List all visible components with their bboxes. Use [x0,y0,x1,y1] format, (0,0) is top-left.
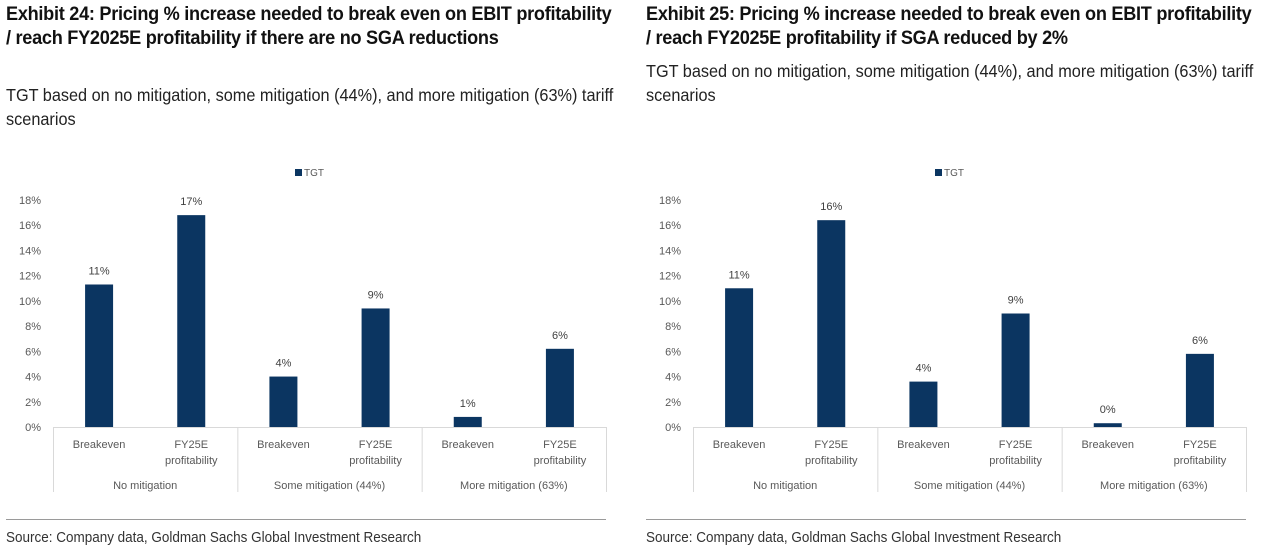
y-tick-label: 18% [19,195,41,207]
bar-2 [909,381,938,427]
y-tick-label: 6% [665,346,681,358]
data-label-2: 4% [915,363,931,375]
category-label-2: Breakeven [257,439,310,451]
y-tick-label: 8% [25,321,41,333]
y-tick-label: 2% [25,397,41,409]
data-label-4: 1% [460,398,476,410]
bar-4 [1093,423,1122,427]
category-label-4: Breakeven [441,439,494,451]
y-tick-label: 16% [19,220,41,232]
legend-label-tgt: TGT [944,168,964,179]
category-label-3: profitability [989,455,1042,467]
y-tick-label: 10% [19,296,41,308]
bar-5 [545,348,574,427]
bar-3 [1001,313,1030,427]
bar-3 [361,308,390,427]
exhibit-24-chart: TGT 0% 2% 4% 6% 8% 10% 12% 14% 16% 18% 11% Breakeven… [19,168,607,492]
group-label-0: No mitigation [113,480,177,492]
data-label-2: 4% [275,358,291,370]
category-label-3: profitability [349,455,402,467]
data-label-4: 0% [1100,404,1116,416]
y-tick-label: 0% [665,422,681,434]
data-label-1: 16% [820,201,842,213]
category-label-0: Breakeven [73,439,126,451]
exhibit-25-panel: Exhibit 25: Pricing % increase needed to… [646,0,1256,558]
legend-swatch-tgt [935,169,942,176]
group-label-1: Some mitigation (44%) [914,480,1025,492]
bar-0 [85,284,114,427]
y-tick-label: 4% [25,372,41,384]
group-label-0: No mitigation [753,480,817,492]
category-label-5: profitability [1174,455,1227,467]
category-label-1: FY25E [814,439,848,451]
legend: TGT [295,168,324,179]
category-label-3: FY25E [999,439,1033,451]
bar-1 [177,215,206,427]
exhibit-25-source: Source: Company data, Goldman Sachs Glob… [646,530,1062,546]
exhibit-24-source-divider [6,519,606,520]
bar-5 [1185,353,1214,427]
exhibit-25-subtitle: TGT based on no mitigation, some mitigat… [646,61,1254,105]
group-label-2: More mitigation (63%) [1100,480,1208,492]
exhibit-24-panel: Exhibit 24: Pricing % increase needed to… [6,0,616,558]
y-tick-label: 6% [25,346,41,358]
y-tick-label: 14% [19,245,41,257]
legend-label-tgt: TGT [304,168,324,179]
category-label-5: FY25E [543,439,577,451]
bar-1 [817,220,846,427]
y-tick-label: 16% [659,220,681,232]
exhibit-25-chart: TGT 0% 2% 4% 6% 8% 10% 12% 14% 16% 18% 11% Breakeven… [659,168,1247,492]
y-tick-label: 12% [19,271,41,283]
exhibit-24-title: Exhibit 24: Pricing % increase needed to… [6,3,612,49]
category-label-3: FY25E [359,439,393,451]
y-tick-label: 4% [665,372,681,384]
y-tick-label: 18% [659,195,681,207]
category-label-2: Breakeven [897,439,950,451]
legend: TGT [935,168,964,179]
data-label-1: 17% [180,196,202,208]
data-label-5: 6% [552,330,568,342]
exhibit-24-source: Source: Company data, Goldman Sachs Glob… [6,530,422,546]
bar-2 [269,376,298,427]
y-tick-label: 14% [659,245,681,257]
data-label-0: 11% [728,269,749,281]
y-tick-label: 2% [665,397,681,409]
data-label-0: 11% [88,265,109,277]
group-label-2: More mitigation (63%) [460,480,568,492]
category-label-0: Breakeven [713,439,766,451]
y-tick-label: 12% [659,271,681,283]
group-label-1: Some mitigation (44%) [274,480,385,492]
category-label-1: profitability [805,455,858,467]
data-label-5: 6% [1192,335,1208,347]
y-tick-label: 0% [25,422,41,434]
exhibit-25-title: Exhibit 25: Pricing % increase needed to… [646,3,1252,49]
category-label-1: profitability [165,455,218,467]
category-label-5: profitability [534,455,587,467]
category-label-5: FY25E [1183,439,1217,451]
category-label-4: Breakeven [1081,439,1134,451]
data-label-3: 9% [1008,295,1024,307]
bar-4 [453,416,482,427]
y-tick-label: 8% [665,321,681,333]
legend-swatch-tgt [295,169,302,176]
bar-0 [725,288,754,427]
category-label-1: FY25E [174,439,208,451]
data-label-3: 9% [368,289,384,301]
exhibit-24-subtitle: TGT based on no mitigation, some mitigat… [6,85,614,129]
y-tick-label: 10% [659,296,681,308]
exhibit-25-source-divider [646,519,1246,520]
